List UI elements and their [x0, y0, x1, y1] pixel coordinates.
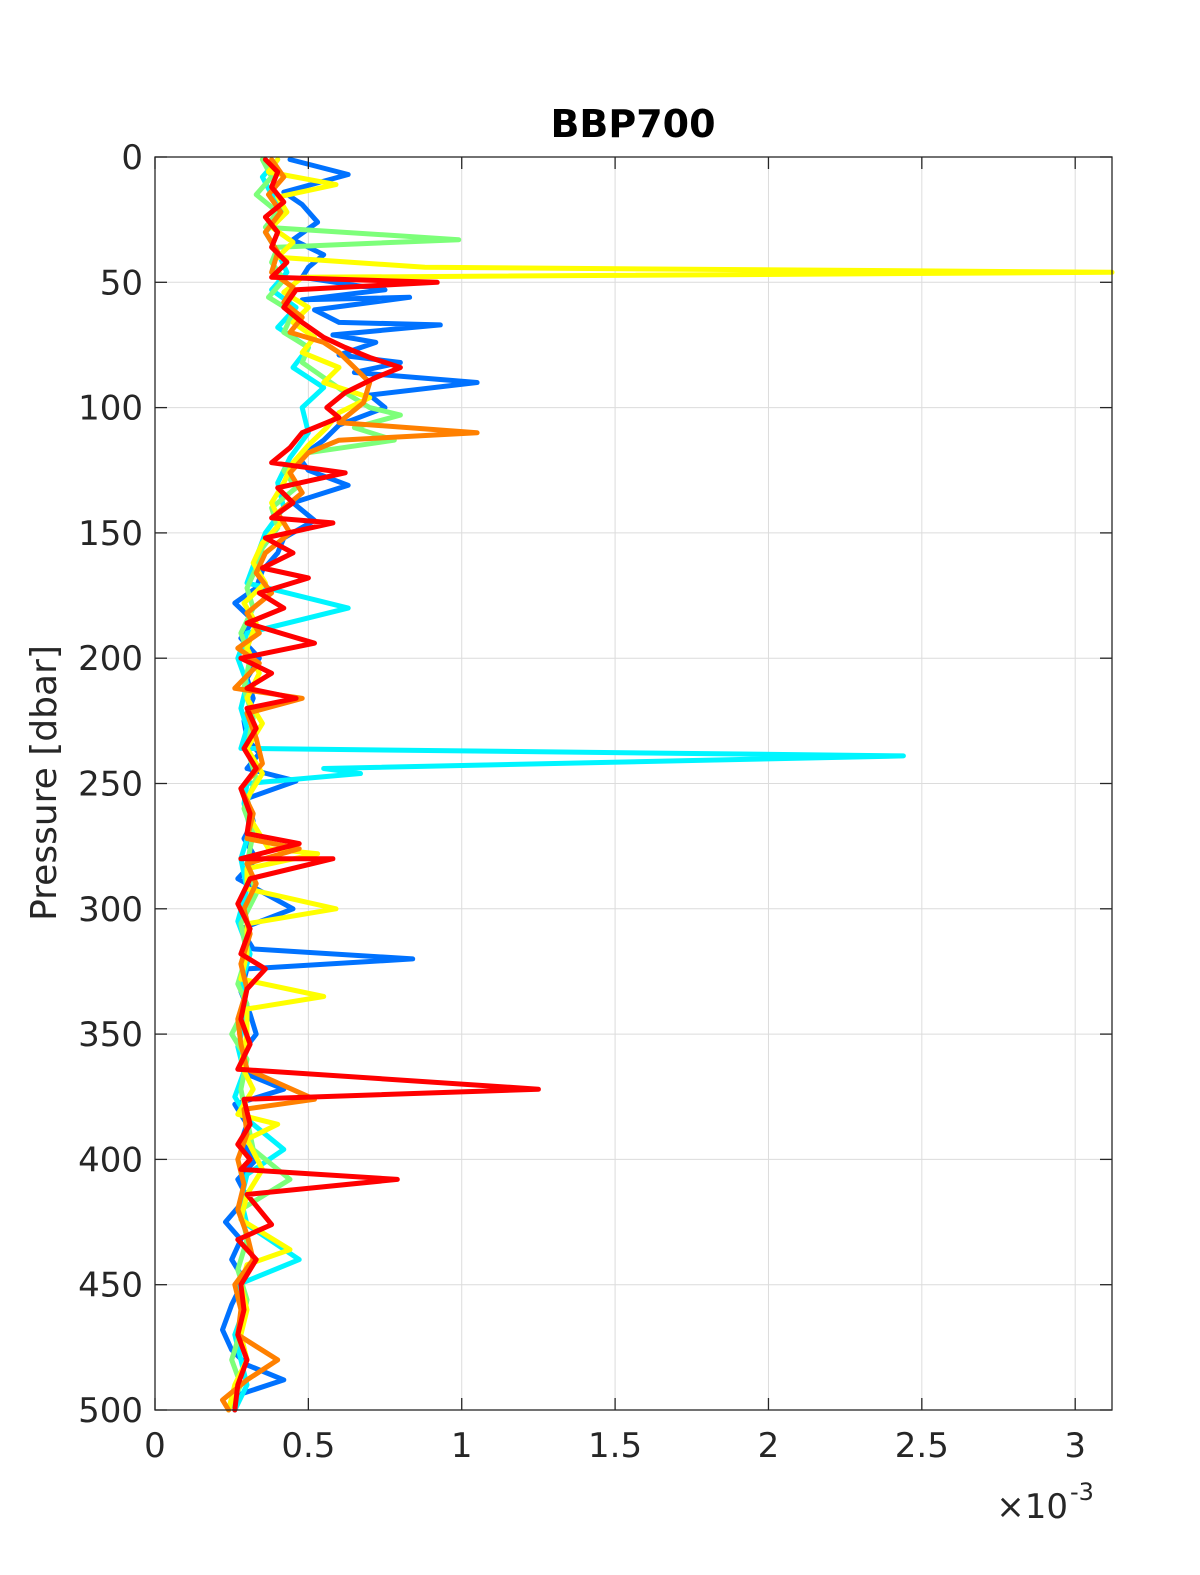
x-axis-exponent: ×10 -3	[996, 1478, 1094, 1527]
axis-ticks: 0 0.5 1 1.5 2 2.5 3 0 50 100 150 200 250 300 350 400 450…	[78, 138, 1112, 1466]
y-axis-label: Pressure [dbar]	[24, 645, 65, 921]
y-tick-label: 50	[100, 263, 143, 303]
y-tick-label: 400	[78, 1140, 143, 1180]
y-tick-label: 350	[78, 1015, 143, 1055]
x-tick-label: 3	[1064, 1426, 1086, 1466]
x-tick-label: 1.5	[588, 1426, 642, 1466]
series-line-6	[232, 157, 541, 1413]
x-tick-label: 2	[758, 1426, 780, 1466]
x-tick-label: 0	[144, 1426, 166, 1466]
y-tick-label: 500	[78, 1391, 143, 1431]
y-tick-label: 450	[78, 1266, 143, 1306]
series-lines	[220, 157, 1115, 1413]
y-tick-label: 100	[78, 389, 143, 429]
y-tick-label: 150	[78, 514, 143, 554]
y-tick-label: 200	[78, 639, 143, 679]
y-tick-label: 0	[121, 138, 143, 178]
x-tick-label: 1	[451, 1426, 473, 1466]
y-tick-label: 250	[78, 765, 143, 805]
x-exponent-base: ×10	[996, 1487, 1068, 1527]
x-tick-label: 2.5	[895, 1426, 949, 1466]
chart-title: BBP700	[550, 102, 715, 146]
x-exponent-power: -3	[1070, 1478, 1094, 1506]
series-line-2	[232, 157, 906, 1413]
x-tick-label: 0.5	[281, 1426, 335, 1466]
y-tick-label: 300	[78, 890, 143, 930]
